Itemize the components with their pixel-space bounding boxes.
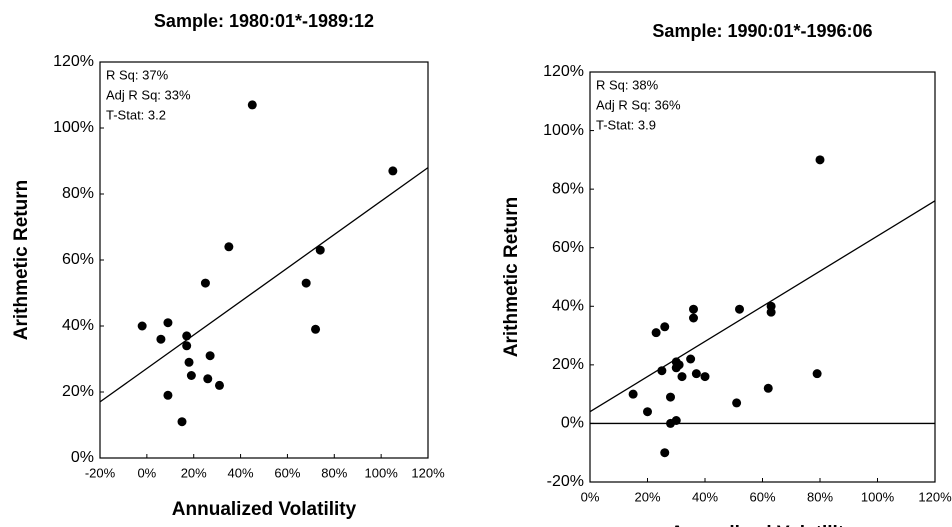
x-tick-label: 120% [411, 465, 445, 480]
x-axis-label: Annualized Volatility [670, 523, 855, 527]
data-point [657, 366, 667, 376]
annotation: Adj R Sq: 33% [106, 87, 191, 102]
data-point [200, 278, 210, 288]
y-tick-label: 120% [53, 53, 94, 70]
y-tick-label: 100% [53, 119, 94, 136]
annotation: T-Stat: 3.9 [596, 117, 656, 132]
y-tick-label: 20% [552, 356, 584, 373]
data-point [156, 334, 166, 344]
x-tick-label: 120% [918, 489, 952, 504]
y-axis-label: Arithmetic Return [501, 197, 522, 357]
y-tick-label: 0% [71, 449, 94, 466]
annotation: Adj R Sq: 36% [596, 97, 681, 112]
y-tick-label: 80% [62, 185, 94, 202]
y-tick-label: 20% [62, 383, 94, 400]
annotation: R Sq: 37% [106, 67, 169, 82]
chart-title: Sample: 1990:01*-1996:06 [652, 21, 872, 41]
x-tick-label: 20% [634, 489, 660, 504]
data-point [184, 357, 194, 367]
x-tick-label: 80% [807, 489, 833, 504]
y-tick-label: 60% [552, 239, 584, 256]
data-point [137, 321, 147, 331]
data-point [735, 304, 744, 314]
data-point [301, 278, 311, 288]
data-point [205, 351, 215, 361]
data-point [186, 371, 196, 380]
y-tick-label: 120% [543, 63, 584, 80]
x-tick-label: 0% [581, 489, 600, 504]
y-tick-label: 40% [62, 317, 94, 334]
data-point [247, 100, 257, 110]
chart-title: Sample: 1980:01*-1989:12 [154, 11, 374, 31]
data-point [671, 416, 681, 425]
data-point [674, 360, 684, 370]
y-tick-label: 60% [62, 251, 94, 268]
data-point [224, 242, 234, 252]
x-tick-label: -20% [85, 465, 116, 480]
data-point [643, 407, 652, 417]
data-point [214, 380, 224, 390]
data-point [763, 383, 773, 393]
data-point [203, 374, 213, 384]
x-tick-label: 100% [365, 465, 399, 480]
data-point [177, 417, 187, 427]
regression-line [99, 167, 429, 403]
data-point [182, 331, 192, 341]
data-point [700, 372, 710, 382]
data-point [628, 389, 638, 399]
data-point [182, 341, 192, 351]
data-point [689, 304, 698, 314]
x-tick-label: 60% [749, 489, 775, 504]
data-point [815, 155, 825, 165]
data-point [691, 369, 701, 379]
x-tick-label: 80% [321, 465, 347, 480]
data-point [812, 369, 822, 379]
x-tick-label: 40% [692, 489, 718, 504]
annotation: R Sq: 38% [596, 77, 659, 92]
data-point [651, 328, 661, 338]
x-tick-label: 100% [861, 489, 895, 504]
data-point [677, 372, 687, 382]
y-axis-label: Arithmetic Return [11, 180, 32, 340]
data-point [766, 307, 776, 317]
data-point [732, 398, 742, 408]
data-point [666, 392, 675, 402]
y-tick-label: 100% [543, 122, 584, 139]
data-point [388, 166, 398, 176]
data-point [686, 354, 696, 364]
data-point [689, 313, 698, 323]
y-tick-label: -20% [547, 473, 584, 490]
y-tick-label: 80% [552, 180, 584, 197]
x-tick-label: 20% [181, 465, 207, 480]
data-point [311, 324, 321, 334]
plot-frame [589, 71, 936, 483]
x-tick-label: 60% [274, 465, 300, 480]
y-tick-label: 0% [561, 415, 584, 432]
regression-line [589, 200, 936, 413]
data-point [315, 245, 325, 255]
x-axis-label: Annualized Volatility [172, 499, 357, 520]
y-tick-label: 40% [552, 298, 584, 315]
x-tick-label: 40% [228, 465, 254, 480]
data-point [660, 322, 670, 332]
data-point [660, 448, 670, 458]
data-point [163, 390, 173, 400]
annotation: T-Stat: 3.2 [106, 107, 166, 122]
data-point [163, 318, 173, 328]
x-tick-label: 0% [137, 465, 156, 480]
